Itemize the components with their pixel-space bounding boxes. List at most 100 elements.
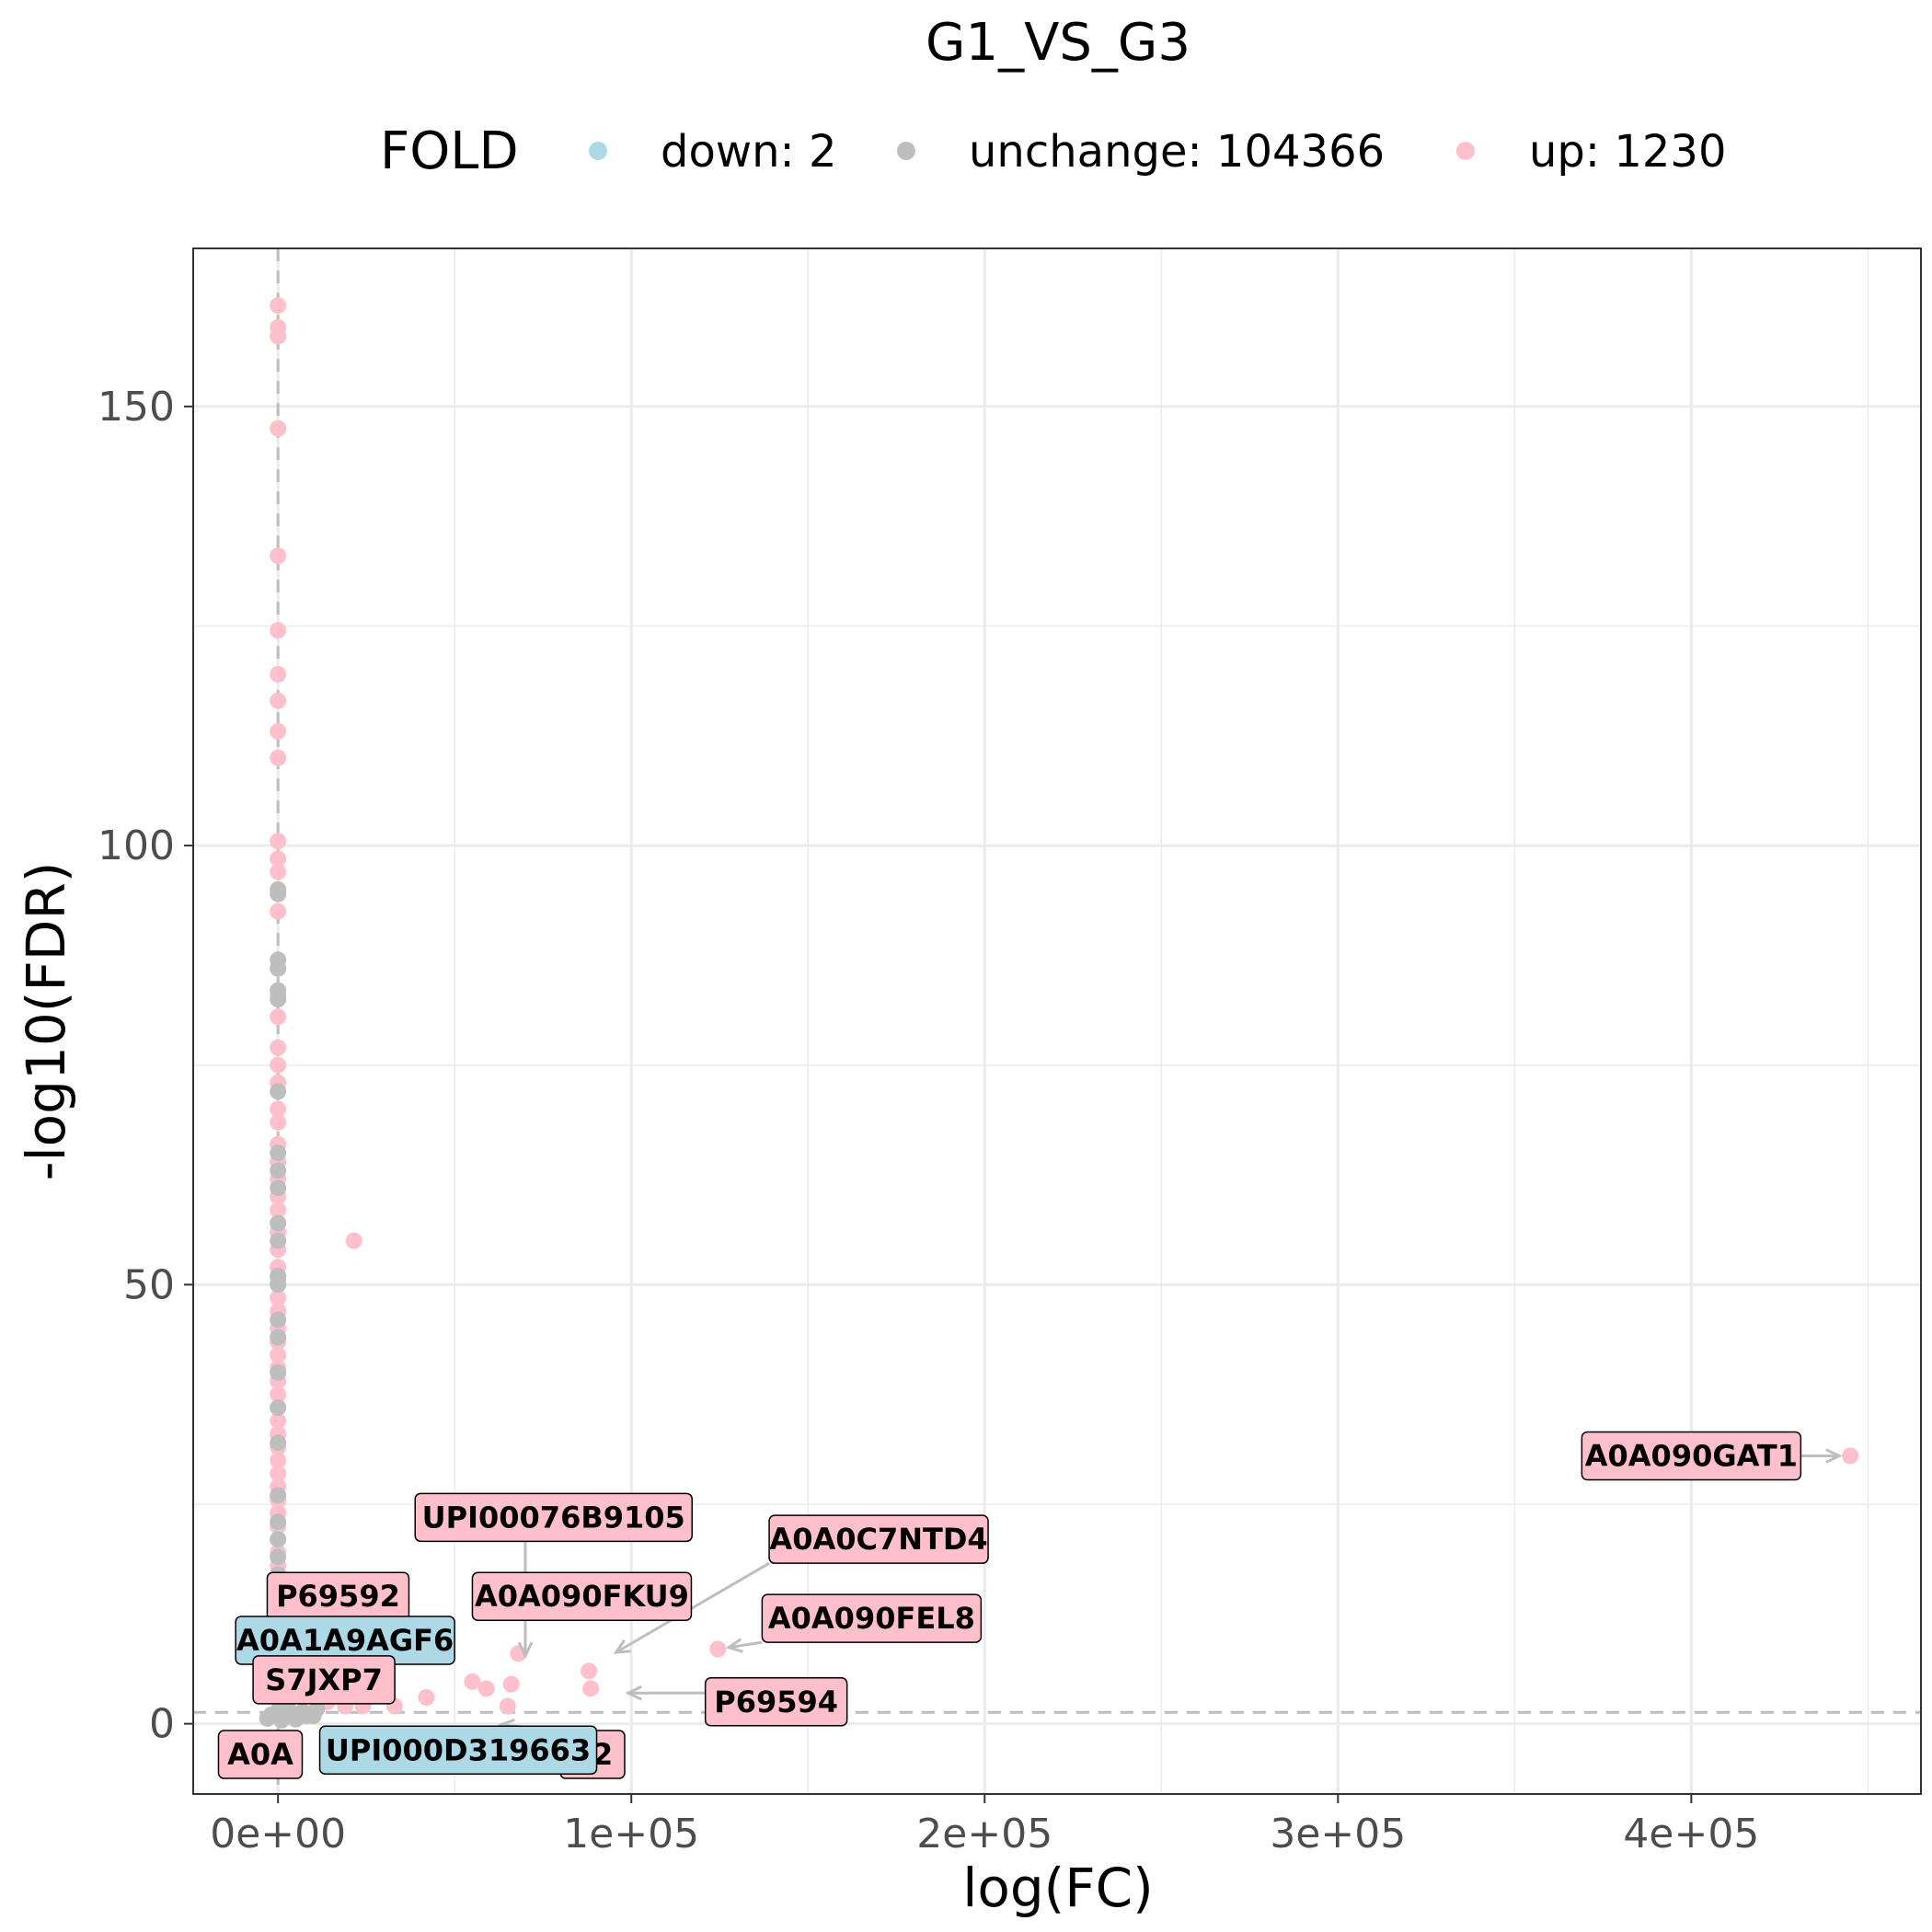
label-text: A0A1A9AGF6 (236, 1623, 454, 1658)
point-unchange (270, 1276, 287, 1294)
point-up (270, 1452, 287, 1469)
point-up (270, 547, 287, 565)
point-unchange (270, 1487, 287, 1504)
y-tick-label: 0 (149, 1701, 175, 1748)
panel-border (192, 247, 1922, 1795)
point-unchange (270, 1232, 287, 1249)
point-up (270, 1202, 287, 1219)
point-up (270, 833, 287, 850)
legend-key-unchange (897, 142, 915, 160)
label-arrowhead (517, 1641, 534, 1660)
legend-label-unchange: unchange: 104366 (969, 126, 1385, 178)
point-up (270, 665, 287, 683)
point-up (270, 1289, 287, 1306)
point-unchange (270, 1162, 287, 1179)
y-tick-label: 50 (123, 1261, 175, 1308)
point-up (270, 863, 287, 880)
label-text: A0A090GAT1 (1585, 1439, 1798, 1474)
point-up (1842, 1447, 1859, 1465)
x-tick-label: 1e+05 (563, 1811, 699, 1857)
label-connector (728, 1640, 763, 1650)
point-up (270, 1039, 287, 1056)
x-axis: 0e+00 1e+05 2e+05 3e+05 4e+05 (210, 1794, 1759, 1857)
chart-title: G1_VS_G3 (926, 13, 1190, 73)
legend: FOLD down: 2 unchange: 104366 up: 1230 (380, 121, 1726, 181)
label-box (414, 1492, 693, 1543)
legend-title: FOLD (380, 121, 519, 181)
point-up (582, 1680, 600, 1697)
point-unchange (270, 1531, 287, 1548)
label-box (761, 1593, 983, 1643)
point-up (270, 297, 287, 315)
label-box (768, 1514, 989, 1564)
point-unchange (294, 1703, 312, 1720)
point-unchange (270, 1434, 287, 1452)
y-axis: 0 50 100 150 (98, 384, 193, 1748)
label-text: P69592 (276, 1579, 400, 1614)
label-text: UPI00076B9105 (422, 1500, 685, 1535)
point-up (270, 723, 287, 740)
x-tick-label: 3e+05 (1270, 1811, 1406, 1857)
label-text: P69594 (714, 1685, 838, 1719)
y-tick-label: 150 (98, 384, 175, 431)
point-up (477, 1680, 495, 1697)
label-box (252, 1655, 396, 1705)
x-tick-label: 2e+05 (916, 1811, 1052, 1857)
label-connector (615, 1561, 770, 1654)
point-up (270, 622, 287, 639)
point-up (270, 1412, 287, 1430)
point-unchange (270, 991, 287, 1008)
point-unchange (259, 1709, 276, 1727)
point-up (270, 1386, 287, 1403)
point-unchange (270, 1083, 287, 1100)
point-up (270, 420, 287, 437)
legend-label-up: up: 1230 (1529, 126, 1726, 178)
point-up (270, 1465, 287, 1482)
label-text: S7JXP7 (265, 1662, 383, 1697)
point-unchange (270, 1399, 287, 1416)
point-unchange (270, 1363, 287, 1381)
point-up (418, 1689, 435, 1706)
point-labels: A0A090GAT1 UPI00076B9105 A0A0C7NTD4 P69592 A… (217, 1431, 1843, 1779)
label-box (704, 1677, 848, 1727)
point-unchange (270, 1144, 287, 1162)
point-up (581, 1662, 598, 1680)
y-axis-title: -log10(FDR) (15, 862, 77, 1181)
point-up (270, 850, 287, 868)
point-up (270, 328, 287, 345)
point-up (709, 1640, 727, 1658)
panel-background (193, 248, 1921, 1794)
point-unchange (270, 1179, 287, 1197)
label-arrowhead (613, 1639, 631, 1654)
label-box (318, 1725, 598, 1776)
point-up (499, 1697, 516, 1715)
point-unchange (270, 1513, 287, 1531)
label-text: A0A090FKU9 (475, 1579, 689, 1614)
legend-label-down: down: 2 (661, 126, 836, 178)
point-up (502, 1675, 520, 1693)
legend-key-down (589, 142, 607, 160)
label-arrowhead (725, 1638, 743, 1653)
legend-key-up (1456, 142, 1475, 160)
point-unchange (270, 960, 287, 977)
point-up (270, 1056, 287, 1074)
label-box (1581, 1431, 1802, 1481)
point-up (270, 749, 287, 766)
point-unchange (270, 1214, 287, 1232)
point-up (270, 1113, 287, 1131)
point-up (270, 692, 287, 709)
label-text: UPI000D319663 (326, 1732, 591, 1767)
x-tick-label: 4e+05 (1623, 1811, 1759, 1857)
label-text: A0A0C7NTD4 (769, 1522, 987, 1557)
label-text: A0A090FEL8 (768, 1601, 975, 1636)
point-up (464, 1673, 481, 1690)
point-up (270, 903, 287, 920)
label-box (471, 1571, 693, 1621)
label-box (217, 1730, 304, 1779)
plot-panel: A0A090GAT1 UPI00076B9105 A0A0C7NTD4 P69592 A… (192, 247, 1922, 1795)
point-up (345, 1232, 362, 1249)
point-unchange (308, 1700, 326, 1718)
label-arrowhead (625, 1685, 642, 1701)
point-unchange (270, 1548, 287, 1566)
